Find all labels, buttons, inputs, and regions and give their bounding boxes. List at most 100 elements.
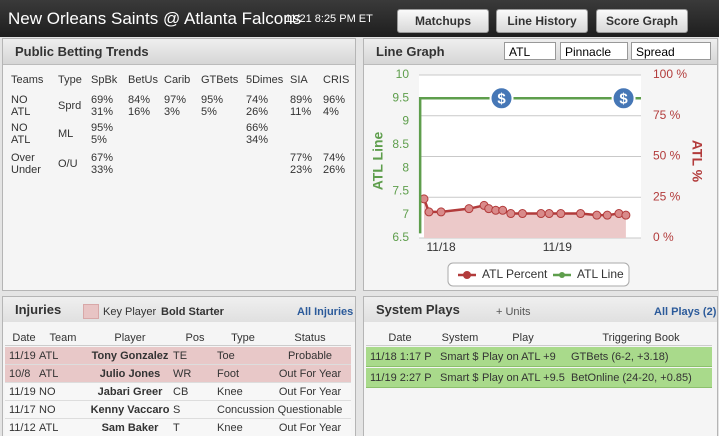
betting-trends-panel: Public Betting Trends Teams Type SpBk BetUs… [2,38,356,291]
cell: Probable [287,350,333,362]
dollar-marker [489,86,514,111]
column-header: Teams [11,74,44,86]
cell: 23% [290,164,313,176]
cell: Over [11,152,35,164]
table-row [5,383,351,401]
header-bar: New Orleans Saints @ Atlanta Falcons 11/… [0,0,719,37]
column-header: Play [512,332,534,344]
cell: TE [173,350,188,362]
system-plays-panel: System Plays + Units All Plays (2) Date S… [363,296,718,436]
cell: T [173,422,180,434]
team-select[interactable]: ATL [504,42,556,60]
column-header: Triggering Book [602,332,680,344]
button[interactable]: Matchups [397,9,489,33]
cell: CB [173,386,189,398]
chart: ATL Line ATL % 0 % 25 % 50 % 75 % 100 % 6.5 7 7… [370,67,705,287]
cell: 11/19 [9,386,36,398]
column-header: Team [49,332,77,344]
cell: 4% [323,106,339,118]
point [621,210,631,220]
y2-tick-label: 25 % [653,189,681,203]
x-tick-label: 11/18 [427,240,456,254]
key-player-swatch [83,304,99,319]
y-tick-label: 10 [396,67,410,81]
cell: Play on ATL +9 [482,351,556,363]
cell: NO [11,122,28,134]
y2-axis-title: ATL % [689,140,705,183]
cell: Out For Year [278,368,342,380]
cell: 11/19 2:27 P [370,372,432,384]
cell: Under [11,164,41,176]
cell: 26% [246,106,269,118]
point [576,209,586,219]
cell: 16% [128,106,151,118]
matchup-title: New Orleans Saints @ Atlanta Falcons [8,9,302,28]
book-select[interactable]: Pinnacle [560,42,628,60]
point [536,209,546,219]
cell: ATL [11,106,31,118]
column-header: SIA [290,74,308,86]
cell: Out For Year [278,386,342,398]
cell: Questionable [277,404,343,416]
cell: Play on ATL +9.5 [482,372,565,384]
cell: ATL [11,134,31,146]
datetime: 11/21 8:25 PM ET [285,13,373,25]
y-tick-label: 7.5 [392,184,409,198]
point [544,209,554,219]
cell: NO [39,404,56,416]
column-header: Player [114,332,146,344]
cell: WR [173,368,192,380]
cell: Tony Gonzalez [91,350,169,362]
cell: ML [58,128,74,140]
table-row [5,401,351,419]
column-header: Pos [185,332,205,344]
y-axis-title: ATL Line [370,131,386,190]
point [498,205,508,215]
table-row [5,365,351,383]
cell: 96% [323,94,346,106]
cell: ATL [39,350,59,362]
button[interactable]: Score Graph [596,9,688,33]
column-header: Date [12,332,36,344]
column-header: Type [58,74,82,86]
button[interactable]: Line History [496,9,588,33]
cell: 10/8 [9,368,31,380]
cell: Kenny Vaccaro [90,404,170,416]
cell: Foot [217,368,240,380]
column-header: CRIS [323,74,350,86]
cell: 95% [201,94,224,106]
point [436,207,446,217]
line [418,97,641,234]
y-tick-label: 8 [402,160,409,174]
cell: 11/12 [9,422,36,434]
dollar-marker-label: $ [619,90,628,107]
line-graph-panel: Line Graph ATL Pinnacle Spread ATL Line … [363,38,718,291]
cell: Smart $ [440,351,479,363]
panel-title: System Plays [376,302,460,317]
cell: 95% [91,122,114,134]
table-row [366,368,712,388]
point [424,207,434,217]
column-header: GTBets [201,74,239,86]
legend-box [447,262,630,287]
bet-type-select[interactable]: Spread [631,42,711,60]
y-tick-label: 8.5 [392,137,409,151]
link[interactable]: All Plays (2) [654,306,717,318]
cell: Knee [217,422,243,434]
units-toggle[interactable]: + Units [496,306,531,318]
panel-header: System Plays + Units All Plays (2) [364,297,717,322]
panel-title: Line Graph [376,44,445,59]
column-header: Date [388,332,412,344]
y-tick-label: 9.5 [392,90,409,104]
cell: O/U [58,158,78,170]
cell: Out For Year [278,422,342,434]
point [464,204,474,214]
point [592,210,602,220]
cell: 5% [201,106,217,118]
column-header: BetUs [128,74,158,86]
cell: 11/18 1:17 P [370,351,432,363]
point [506,209,516,219]
cell: 34% [246,134,269,146]
link[interactable]: All Injuries [297,306,354,318]
